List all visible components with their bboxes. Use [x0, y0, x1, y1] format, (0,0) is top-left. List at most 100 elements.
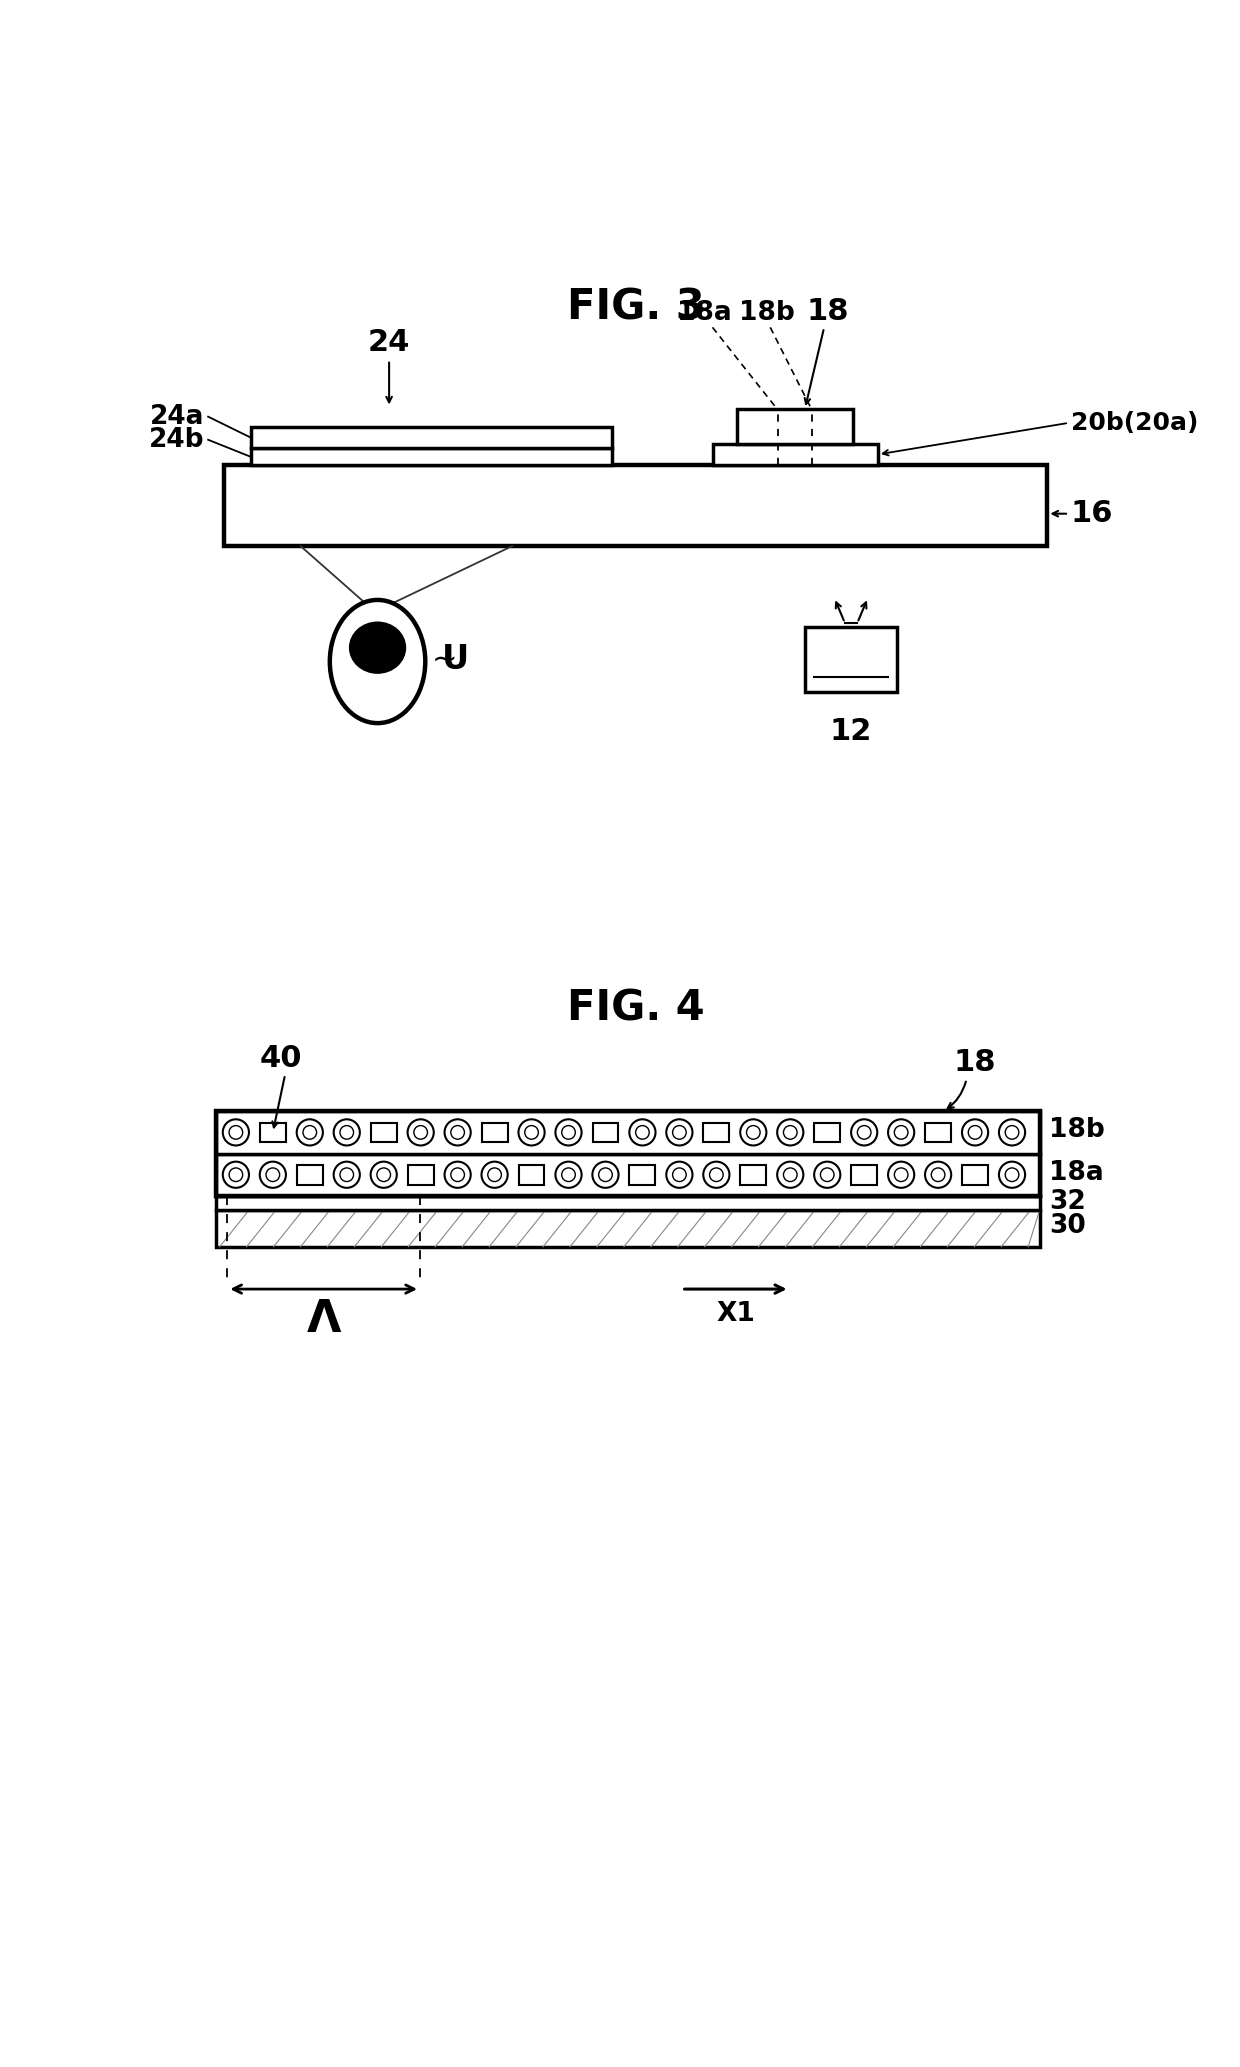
Bar	[740, 1166, 766, 1184]
Text: 32: 32	[1049, 1189, 1086, 1215]
Text: ~: ~	[432, 645, 458, 674]
Bar	[250, 426, 613, 449]
Circle shape	[666, 1120, 692, 1145]
Circle shape	[672, 1168, 686, 1182]
Bar	[216, 1112, 1040, 1197]
Circle shape	[894, 1127, 908, 1139]
Circle shape	[556, 1120, 582, 1145]
Circle shape	[445, 1162, 471, 1189]
Bar	[962, 1166, 988, 1184]
Circle shape	[340, 1127, 353, 1139]
Circle shape	[334, 1120, 360, 1145]
Bar	[851, 1166, 877, 1184]
Circle shape	[703, 1162, 729, 1189]
Circle shape	[334, 1162, 360, 1189]
Circle shape	[931, 1168, 945, 1182]
Text: 24: 24	[368, 329, 410, 358]
Circle shape	[599, 1168, 613, 1182]
Circle shape	[851, 1120, 877, 1145]
Circle shape	[229, 1168, 243, 1182]
Circle shape	[636, 1127, 650, 1139]
Circle shape	[562, 1127, 575, 1139]
Circle shape	[556, 1162, 582, 1189]
Bar	[408, 1166, 434, 1184]
Bar	[250, 449, 613, 465]
Bar	[815, 1122, 841, 1143]
Circle shape	[1006, 1168, 1019, 1182]
Circle shape	[414, 1127, 428, 1139]
Circle shape	[223, 1120, 249, 1145]
Circle shape	[562, 1168, 575, 1182]
Circle shape	[709, 1168, 723, 1182]
Text: U: U	[443, 643, 470, 676]
Circle shape	[784, 1127, 797, 1139]
Circle shape	[962, 1120, 988, 1145]
Text: X1: X1	[717, 1300, 755, 1327]
Text: 18b: 18b	[739, 300, 795, 327]
Circle shape	[303, 1127, 316, 1139]
Circle shape	[888, 1162, 914, 1189]
Text: 24a: 24a	[150, 403, 205, 430]
Text: 16: 16	[1070, 500, 1114, 529]
Bar	[481, 1122, 507, 1143]
Text: 24b: 24b	[149, 426, 205, 453]
Circle shape	[777, 1162, 804, 1189]
Text: 18: 18	[954, 1048, 996, 1077]
Bar	[703, 1122, 729, 1143]
Circle shape	[267, 1168, 280, 1182]
Circle shape	[746, 1127, 760, 1139]
Bar	[925, 1122, 951, 1143]
Circle shape	[630, 1120, 656, 1145]
Text: 30: 30	[1049, 1213, 1086, 1240]
Bar	[223, 465, 1048, 546]
Circle shape	[1006, 1127, 1019, 1139]
Ellipse shape	[348, 622, 407, 674]
Text: 18a: 18a	[1049, 1160, 1104, 1186]
Text: 12: 12	[830, 717, 872, 746]
Circle shape	[815, 1162, 841, 1189]
Circle shape	[377, 1168, 391, 1182]
Ellipse shape	[330, 599, 425, 723]
Circle shape	[784, 1168, 797, 1182]
Circle shape	[857, 1127, 870, 1139]
Bar	[260, 1122, 285, 1143]
Circle shape	[999, 1162, 1025, 1189]
Circle shape	[666, 1162, 692, 1189]
Circle shape	[340, 1168, 353, 1182]
Text: Λ: Λ	[306, 1298, 341, 1341]
Bar	[371, 1122, 397, 1143]
Text: 40: 40	[260, 1044, 303, 1073]
Circle shape	[518, 1120, 544, 1145]
Circle shape	[593, 1162, 619, 1189]
Circle shape	[296, 1120, 322, 1145]
Circle shape	[740, 1120, 766, 1145]
Text: 18: 18	[807, 298, 849, 327]
Circle shape	[487, 1168, 501, 1182]
Circle shape	[888, 1120, 914, 1145]
Bar	[593, 1122, 619, 1143]
Circle shape	[672, 1127, 686, 1139]
Circle shape	[925, 1162, 951, 1189]
Circle shape	[259, 1162, 286, 1189]
Circle shape	[894, 1168, 908, 1182]
Circle shape	[481, 1162, 507, 1189]
Text: 18a: 18a	[677, 300, 732, 327]
Text: FIG. 4: FIG. 4	[567, 988, 704, 1029]
Text: 20b(20a): 20b(20a)	[1070, 411, 1198, 434]
Circle shape	[525, 1127, 538, 1139]
Bar	[805, 626, 898, 692]
Bar	[216, 1197, 1040, 1209]
Bar	[713, 444, 878, 465]
Bar	[518, 1166, 544, 1184]
Circle shape	[229, 1127, 243, 1139]
Circle shape	[445, 1120, 471, 1145]
Bar	[737, 409, 853, 444]
Bar	[216, 1153, 1040, 1197]
Bar	[630, 1166, 656, 1184]
Circle shape	[371, 1162, 397, 1189]
Circle shape	[408, 1120, 434, 1145]
Circle shape	[999, 1120, 1025, 1145]
Text: 18b: 18b	[1049, 1118, 1105, 1143]
Bar	[216, 1209, 1040, 1246]
Circle shape	[968, 1127, 982, 1139]
